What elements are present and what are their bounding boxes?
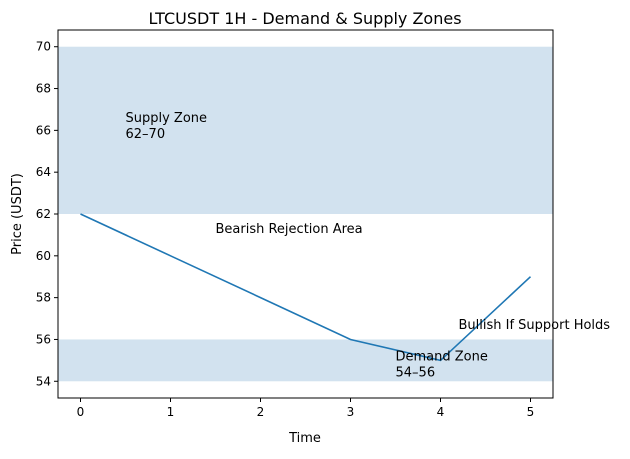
- annotation-line: 54–56: [396, 365, 436, 380]
- y-tick-label: 66: [36, 123, 51, 137]
- x-axis-label: Time: [288, 431, 321, 446]
- y-tick-label: 54: [36, 374, 51, 388]
- x-tick-label: 3: [347, 405, 355, 419]
- x-tick-label: 5: [527, 405, 535, 419]
- y-tick-label: 60: [36, 249, 51, 263]
- annotation-line: 62–70: [126, 127, 166, 142]
- x-tick-label: 2: [257, 405, 265, 419]
- y-axis-label: Price (USDT): [10, 173, 25, 255]
- y-tick-label: 64: [36, 165, 51, 179]
- annotation-line: Supply Zone: [126, 111, 208, 126]
- y-tick-label: 68: [36, 82, 51, 96]
- annotation-line: Demand Zone: [396, 349, 488, 364]
- y-tick-label: 58: [36, 291, 51, 305]
- x-tick-label: 4: [437, 405, 445, 419]
- annotation-line: Bearish Rejection Area: [216, 222, 363, 237]
- y-tick-label: 56: [36, 332, 51, 346]
- x-axis: 0 1 2 3 4 5: [77, 398, 535, 419]
- chart-title: LTCUSDT 1H - Demand & Supply Zones: [148, 9, 461, 28]
- annotation-label: Bullish If Support Holds: [459, 318, 611, 333]
- y-tick-label: 62: [36, 207, 51, 221]
- y-axis: 54 56 58 60 62 64 66 68 70: [36, 40, 58, 389]
- x-tick-label: 0: [77, 405, 85, 419]
- annotation-label: Bearish Rejection Area: [216, 222, 363, 237]
- x-tick-label: 1: [167, 405, 175, 419]
- annotation-line: Bullish If Support Holds: [459, 318, 611, 333]
- y-tick-label: 70: [36, 40, 51, 54]
